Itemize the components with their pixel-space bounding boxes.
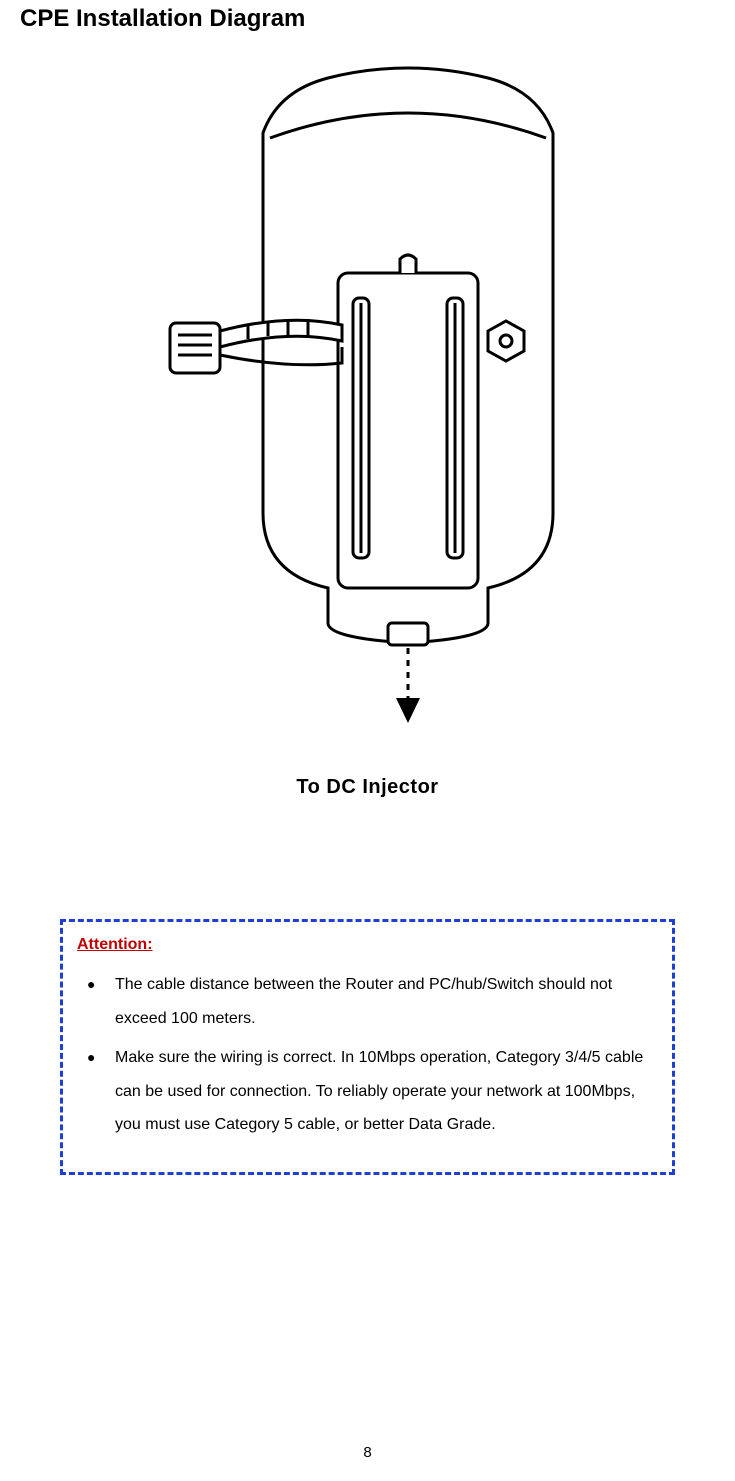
attention-box: Attention: ● The cable distance between … xyxy=(60,919,675,1175)
page-number: 8 xyxy=(0,1444,735,1461)
attention-item-text: The cable distance between the Router an… xyxy=(115,968,648,1035)
attention-list: ● The cable distance between the Router … xyxy=(77,968,658,1142)
diagram-caption: To DC Injector xyxy=(296,776,438,799)
diagram-caption-row: To DC Injector xyxy=(108,776,628,799)
page-title: CPE Installation Diagram xyxy=(20,0,715,33)
cpe-diagram: To DC Injector xyxy=(108,63,628,799)
attention-item: ● Make sure the wiring is correct. In 10… xyxy=(87,1041,648,1142)
attention-heading: Attention: xyxy=(77,936,658,954)
attention-item: ● The cable distance between the Router … xyxy=(87,968,648,1035)
page: CPE Installation Diagram xyxy=(0,0,735,1481)
bullet-icon: ● xyxy=(87,1041,115,1142)
attention-item-text: Make sure the wiring is correct. In 10Mb… xyxy=(115,1041,648,1142)
diagram-container: To DC Injector xyxy=(20,63,715,799)
cpe-svg xyxy=(108,63,628,763)
bullet-icon: ● xyxy=(87,968,115,1035)
